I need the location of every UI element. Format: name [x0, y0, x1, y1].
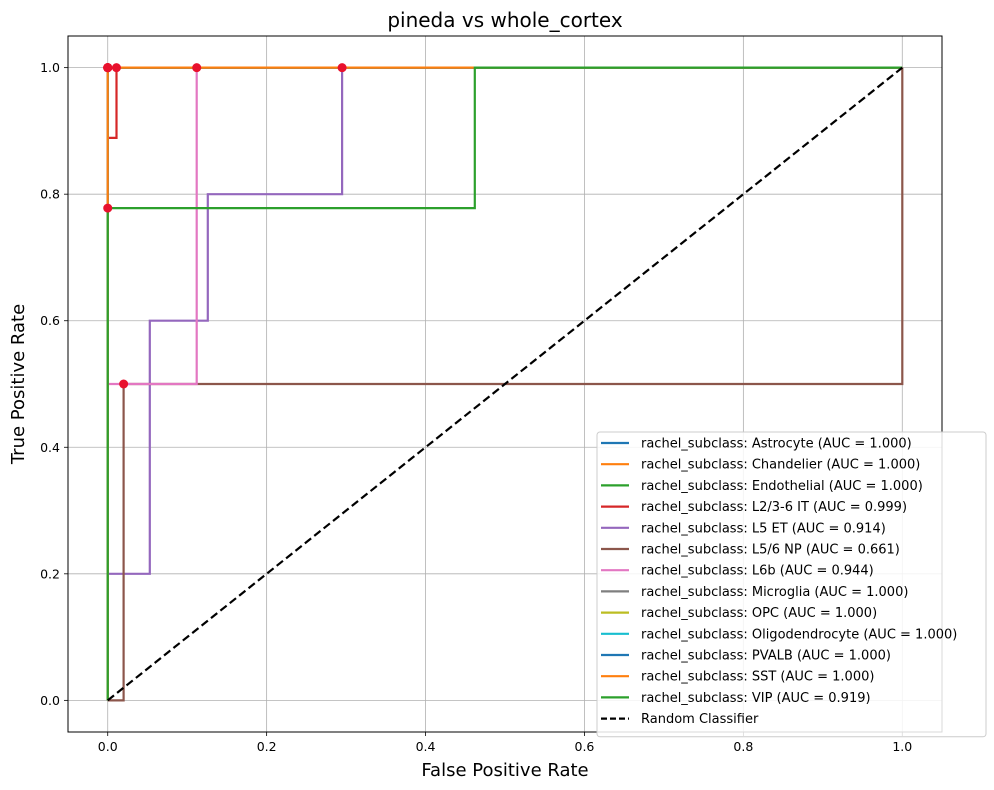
chart-title: pineda vs whole_cortex: [387, 8, 623, 32]
legend-label: Random Classifier: [641, 712, 759, 727]
x-tick-label: 0.4: [416, 739, 436, 754]
legend-label: rachel_subclass: Oligodendrocyte (AUC = …: [641, 627, 957, 642]
legend-label: rachel_subclass: L2/3-6 IT (AUC = 0.999): [641, 500, 907, 515]
x-axis-ticks: 0.0 0.2 0.4 0.6 0.8 1.0: [98, 732, 912, 754]
legend-label: rachel_subclass: Microglia (AUC = 1.000): [641, 585, 908, 600]
legend-label: rachel_subclass: OPC (AUC = 1.000): [641, 606, 877, 621]
legend-box: [596, 431, 987, 738]
threshold-point: [111, 63, 121, 73]
threshold-point: [119, 379, 129, 389]
legend: rachel_subclass: Astrocyte (AUC = 1.000)…: [596, 431, 987, 738]
legend-label: rachel_subclass: Astrocyte (AUC = 1.000): [641, 437, 912, 452]
legend-label: rachel_subclass: Chandelier (AUC = 1.000…: [641, 458, 920, 473]
y-axis-ticks: 0.0 0.2 0.4 0.6 0.8 1.0: [40, 60, 68, 708]
threshold-point: [103, 203, 113, 213]
x-tick-label: 0.2: [257, 739, 277, 754]
threshold-point: [337, 63, 347, 73]
y-tick-label: 0.6: [40, 313, 60, 328]
y-tick-label: 0.2: [40, 566, 60, 581]
y-tick-label: 0.4: [40, 440, 60, 455]
y-tick-label: 1.0: [40, 60, 60, 75]
legend-label: rachel_subclass: VIP (AUC = 0.919): [641, 691, 871, 706]
x-tick-label: 0.0: [98, 739, 118, 754]
legend-label: rachel_subclass: L6b (AUC = 0.944): [641, 564, 874, 579]
random-classifier-line: [107, 66, 903, 702]
threshold-point: [103, 63, 113, 73]
reference-layer: [107, 66, 903, 702]
legend-label: rachel_subclass: L5/6 NP (AUC = 0.661): [641, 543, 900, 558]
roc-curve-series: [106, 66, 903, 701]
legend-label: rachel_subclass: L5 ET (AUC = 0.914): [641, 521, 886, 536]
plot-frame: [67, 35, 943, 733]
x-tick-label: 1.0: [892, 739, 912, 754]
x-tick-label: 0.6: [575, 739, 595, 754]
y-axis-label: True Positive Rate: [8, 304, 29, 465]
y-tick-label: 0.0: [40, 693, 60, 708]
legend-label: rachel_subclass: SST (AUC = 1.000): [641, 670, 874, 685]
x-tick-label: 0.8: [733, 739, 753, 754]
y-tick-label: 0.8: [40, 187, 60, 202]
threshold-point: [192, 63, 202, 73]
roc-curve-series: [106, 66, 903, 701]
legend-label: rachel_subclass: Endothelial (AUC = 1.00…: [641, 479, 923, 494]
x-axis-label: False Positive Rate: [421, 760, 588, 781]
marker-layer: [103, 63, 347, 389]
legend-label: rachel_subclass: PVALB (AUC = 1.000): [641, 649, 891, 664]
